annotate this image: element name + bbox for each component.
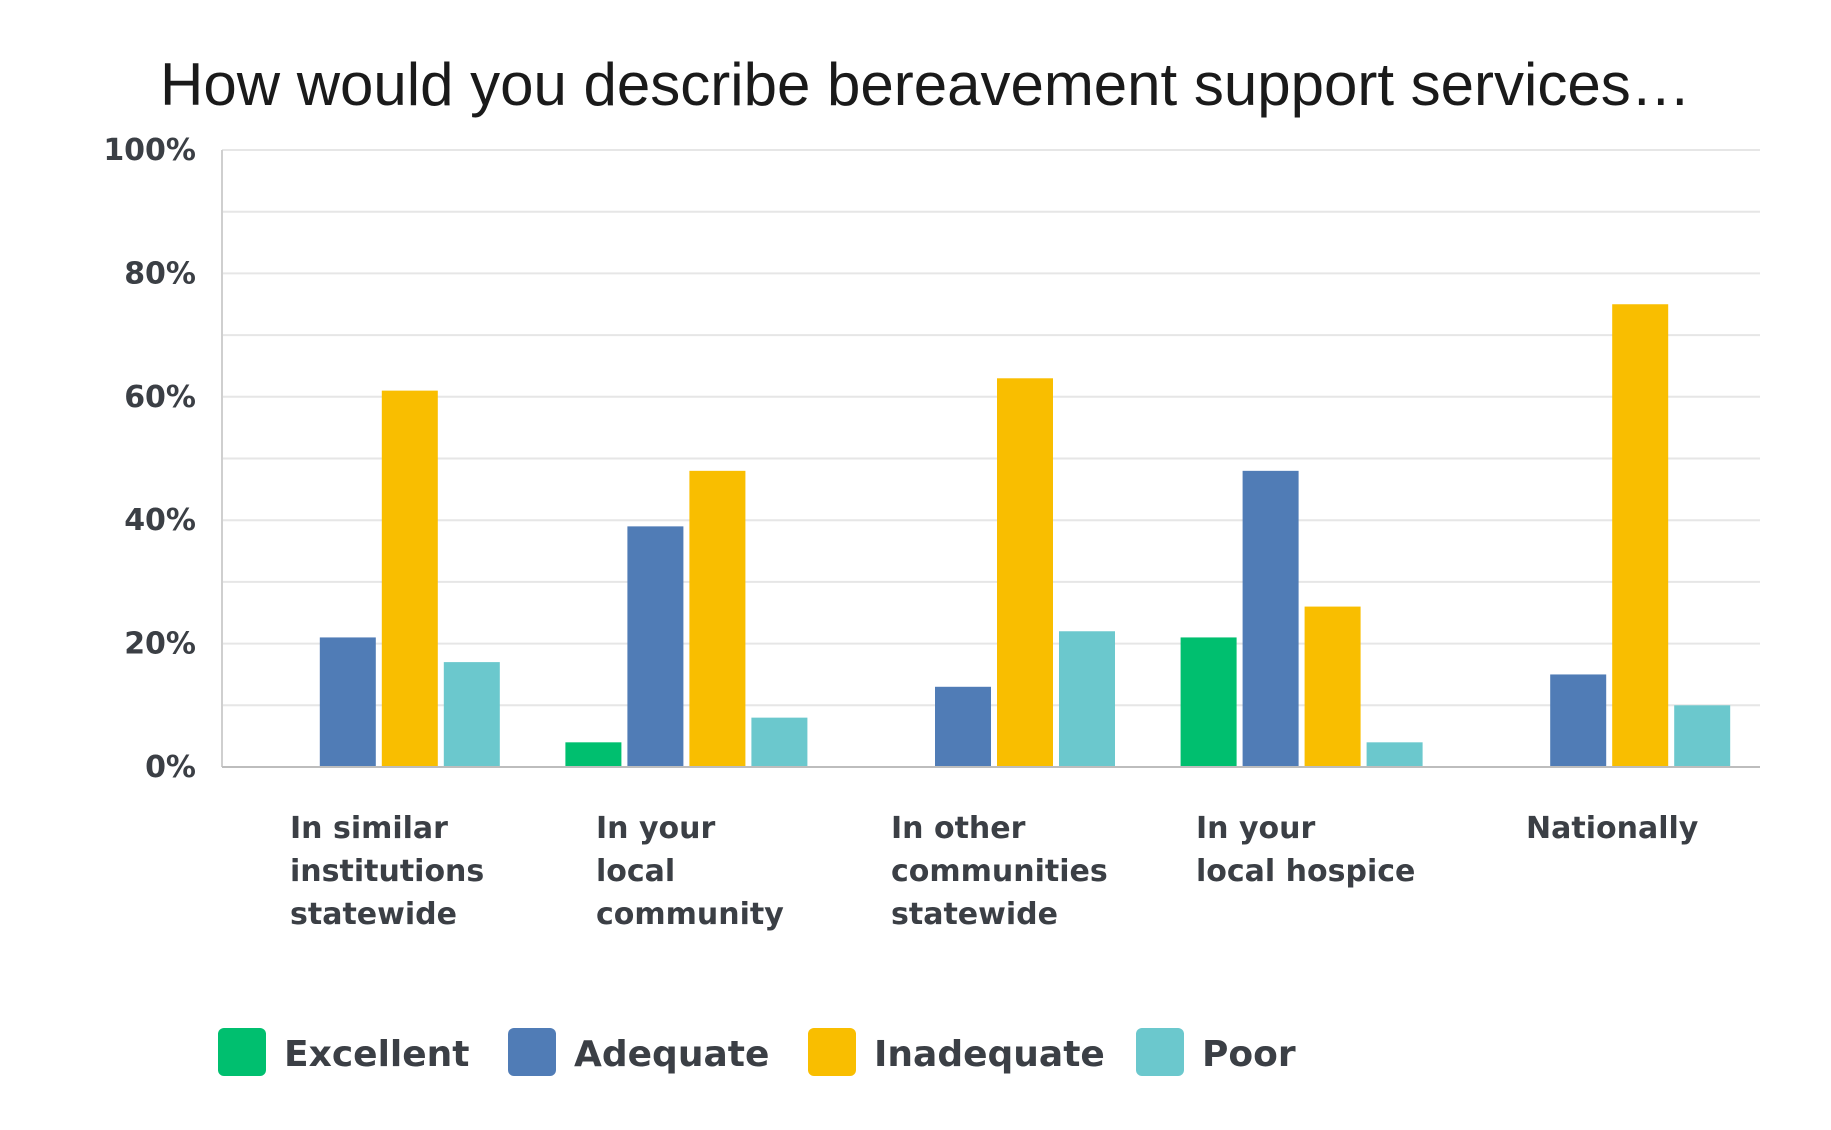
bar-poor-2 [751, 717, 808, 767]
bar-excellent-4 [1180, 637, 1237, 767]
x-tick-label: In your local community [596, 811, 784, 932]
bar-excellent-2 [565, 742, 622, 767]
legend-swatch-adequate [508, 1028, 556, 1076]
legend-swatch-excellent [218, 1028, 266, 1076]
y-tick-label: 0% [145, 750, 196, 785]
bars [319, 304, 1731, 767]
bar-inadequate-1 [381, 390, 438, 767]
y-axis-ticks: 0% 20% 40% 60% 80% 100% [103, 133, 196, 785]
legend: Excellent Adequate Inadequate Poor [218, 1028, 1296, 1076]
chart-title: How would you describe bereavement suppo… [160, 51, 1691, 118]
bar-inadequate-5 [1612, 304, 1669, 767]
bar-poor-3 [1059, 631, 1115, 767]
y-tick-label: 40% [124, 503, 196, 538]
bar-poor-1 [443, 662, 500, 767]
bar-inadequate-2 [689, 470, 746, 767]
x-tick-label: In other communities statewide [891, 811, 1108, 932]
legend-label-adequate: Adequate [574, 1034, 769, 1075]
legend-label-inadequate: Inadequate [874, 1034, 1105, 1075]
y-tick-label: 100% [103, 133, 196, 168]
x-tick-label: In similar institutions statewide [290, 811, 484, 932]
legend-label-poor: Poor [1202, 1034, 1296, 1075]
bar-adequate-5 [1550, 674, 1607, 767]
axes [221, 150, 1760, 768]
bar-adequate-1 [319, 637, 376, 767]
bar-poor-5 [1674, 705, 1731, 767]
legend-swatch-poor [1136, 1028, 1184, 1076]
bar-poor-4 [1366, 742, 1423, 767]
bar-adequate-4 [1242, 470, 1299, 767]
y-tick-label: 80% [124, 256, 196, 291]
legend-swatch-inadequate [808, 1028, 856, 1076]
bar-adequate-2 [627, 526, 684, 767]
y-tick-label: 60% [124, 380, 196, 415]
bar-inadequate-4 [1304, 606, 1361, 767]
bar-adequate-3 [935, 686, 991, 767]
bar-inadequate-3 [997, 378, 1053, 767]
gridlines [222, 149, 1760, 707]
x-tick-label: In your local hospice [1196, 811, 1415, 889]
legend-label-excellent: Excellent [284, 1034, 470, 1075]
y-tick-label: 20% [124, 627, 196, 662]
x-tick-label: Nationally [1526, 811, 1699, 846]
x-axis-labels: In similar institutions statewide In your lo… [290, 811, 1699, 932]
